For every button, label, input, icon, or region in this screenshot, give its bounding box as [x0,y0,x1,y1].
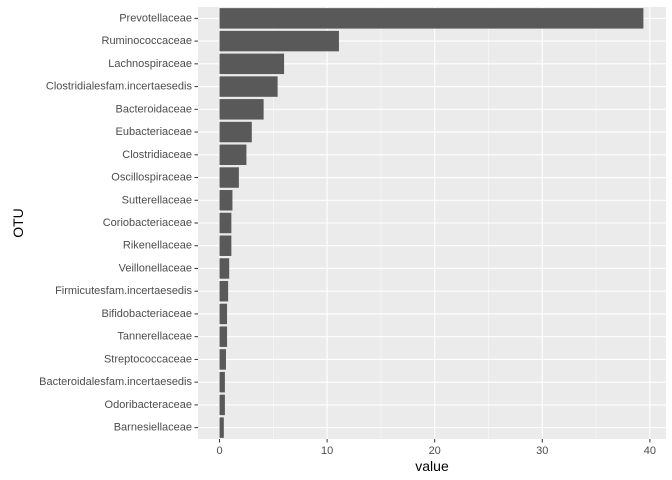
bar [219,303,228,325]
x-tick-label: 40 [644,445,656,457]
bar [219,326,228,347]
x-tick-label: 10 [321,445,333,457]
y-tick-label: Ruminococcaceae [102,35,193,47]
x-tick-label: 0 [216,445,222,457]
y-tick-label: Oscillospiraceae [111,172,192,184]
x-tick-label: 20 [429,445,441,457]
y-tick-label: Bacteroidaceae [116,103,192,115]
bar [219,349,226,370]
y-tick-label: Prevotellaceae [119,12,192,24]
y-tick-label: Sutterellaceae [122,194,192,206]
bar [219,280,229,302]
y-tick-label: Veillonellaceae [119,262,192,274]
y-axis-title: OTU [10,208,26,238]
y-tick-label: Rikenellaceae [123,240,192,252]
bar [219,417,224,438]
bar [219,53,285,75]
bar [219,235,232,256]
y-tick-label: Firmicutesfam.incertaesedis [55,285,192,297]
y-tick-label: Clostridialesfam.incertaesedis [46,81,193,93]
bar [219,212,232,234]
y-axis: Prevotellaceae Ruminococcaceae Lachnospira… [39,12,198,434]
bar [219,144,247,166]
bar [219,121,252,143]
y-tick-label: Bifidobacteriaceae [101,308,192,320]
bar [219,8,644,29]
y-tick-label: Clostridiaceae [122,149,192,161]
y-tick-label: Streptococcaceae [104,353,192,365]
y-tick-label: Eubacteriaceae [116,126,192,138]
y-tick-label: Coriobacteriaceae [103,217,192,229]
y-tick-label: Lachnospiraceae [108,58,192,70]
bar [219,371,225,393]
bars [219,8,644,438]
x-axis-title: value [415,458,449,474]
bar [219,258,230,279]
bar [219,76,278,97]
bar [219,99,264,120]
bar [219,190,233,211]
x-tick-label: 30 [536,445,548,457]
bar [219,394,225,416]
x-axis: 0 10 20 30 40 [216,439,656,457]
y-tick-label: Barnesiellaceae [114,422,192,434]
y-tick-label: Tannerellaceae [117,331,192,343]
y-tick-label: Odoribacteraceae [105,399,192,411]
y-tick-label: Bacteroidalesfam.incertaesedis [39,376,192,388]
bar [219,30,339,52]
bar [219,167,239,188]
